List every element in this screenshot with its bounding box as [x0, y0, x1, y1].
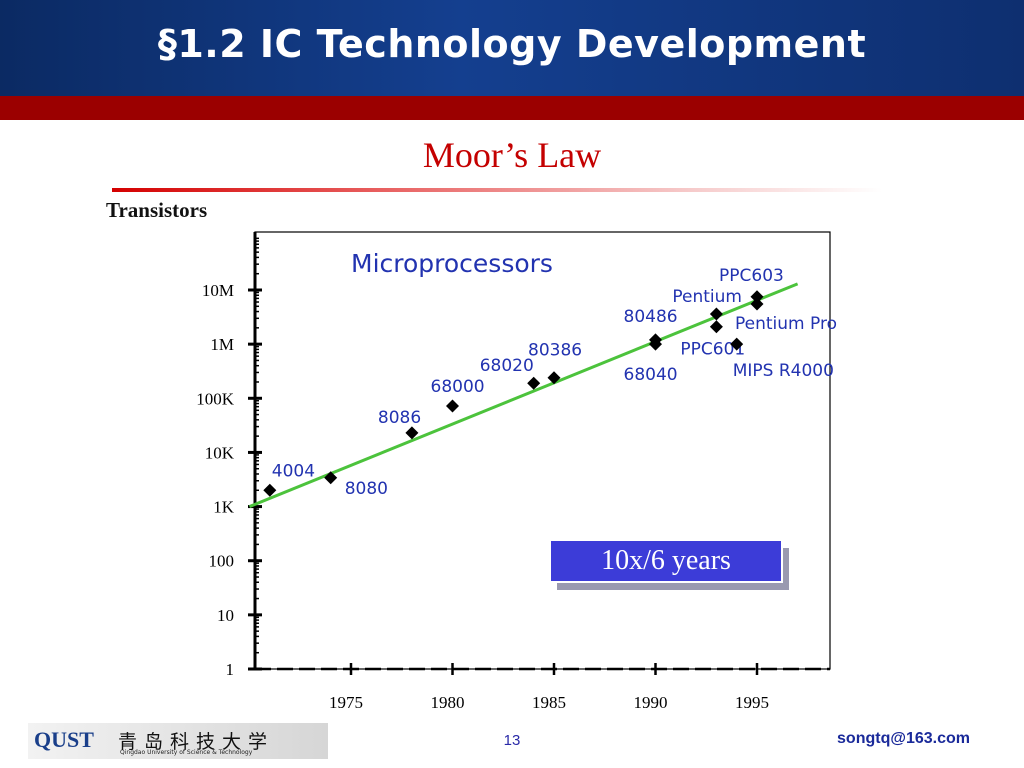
title-bar: §1.2 IC Technology Development: [0, 0, 1024, 96]
data-label-ppc601: PPC601: [680, 340, 745, 360]
x-tick-label: 1975: [329, 693, 363, 712]
data-label-pentium: Pentium: [672, 287, 742, 307]
trend-line: [248, 282, 799, 508]
y-tick-label: 10: [217, 606, 234, 625]
data-label-80386: 80386: [528, 341, 582, 361]
data-point-80386: [547, 371, 561, 385]
data-label-ppc603: PPC603: [719, 266, 784, 286]
data-label-68040: 68040: [624, 365, 678, 385]
data-label-mips-r4000: MIPS R4000: [733, 361, 834, 381]
data-label-68020: 68020: [480, 356, 534, 376]
y-tick-label: 1K: [213, 498, 235, 517]
data-point-ppc603: [750, 290, 764, 304]
logo-letters: QUST: [34, 727, 94, 752]
data-label-4004: 4004: [272, 461, 315, 481]
plot-area: [254, 231, 831, 670]
data-label-8086: 8086: [378, 408, 421, 428]
chart-title: Microprocessors: [351, 249, 553, 278]
data-point-mips-r4000: [730, 337, 744, 351]
y-tick-label: 100K: [196, 389, 235, 408]
data-point-8086: [405, 426, 419, 440]
y-tick-label: 1M: [210, 335, 234, 354]
y-tick-label: 10K: [205, 443, 235, 462]
data-point-68020: [527, 376, 541, 390]
y-tick-label: 100: [209, 552, 235, 571]
data-label-pentium-pro: Pentium Pro: [735, 314, 837, 334]
x-tick-label: 1985: [532, 693, 566, 712]
data-point-8080: [324, 471, 338, 485]
data-label-68000: 68000: [431, 377, 485, 397]
annotation-badge: [549, 539, 783, 583]
x-tick-label: 1990: [634, 693, 668, 712]
university-logo: QUST 青岛科技大学 Qingdao University of Scienc…: [28, 723, 328, 759]
red-accent-band: [0, 96, 1024, 120]
logo-english-name: Qingdao University of Science & Technolo…: [120, 749, 253, 756]
data-point-ppc601: [709, 320, 723, 334]
data-point-68040: [649, 337, 662, 351]
x-tick-label: 1980: [431, 693, 465, 712]
data-label-8080: 8080: [345, 479, 388, 499]
y-tick-label: 1: [226, 660, 235, 679]
y-tick-label: 10M: [202, 281, 234, 300]
y-axis-label: Transistors: [106, 198, 207, 222]
slide-title: §1.2 IC Technology Development: [157, 22, 867, 66]
data-point-68000: [446, 399, 459, 413]
annotation-text: 10x/6 years: [601, 545, 731, 576]
author-email: songtq@163.com: [837, 730, 970, 747]
data-point-pentium-pro: [750, 297, 764, 311]
x-tick-label: 1995: [735, 693, 769, 712]
data-point-pentium: [709, 307, 723, 321]
data-point-4004: [263, 483, 277, 497]
data-label-80486: 80486: [624, 307, 678, 327]
subtitle-underline: [112, 188, 882, 192]
page-number: 13: [503, 732, 521, 749]
slide-subtitle: Moor’s Law: [422, 135, 602, 175]
logo-chinese-name: 青岛科技大学: [118, 731, 275, 753]
